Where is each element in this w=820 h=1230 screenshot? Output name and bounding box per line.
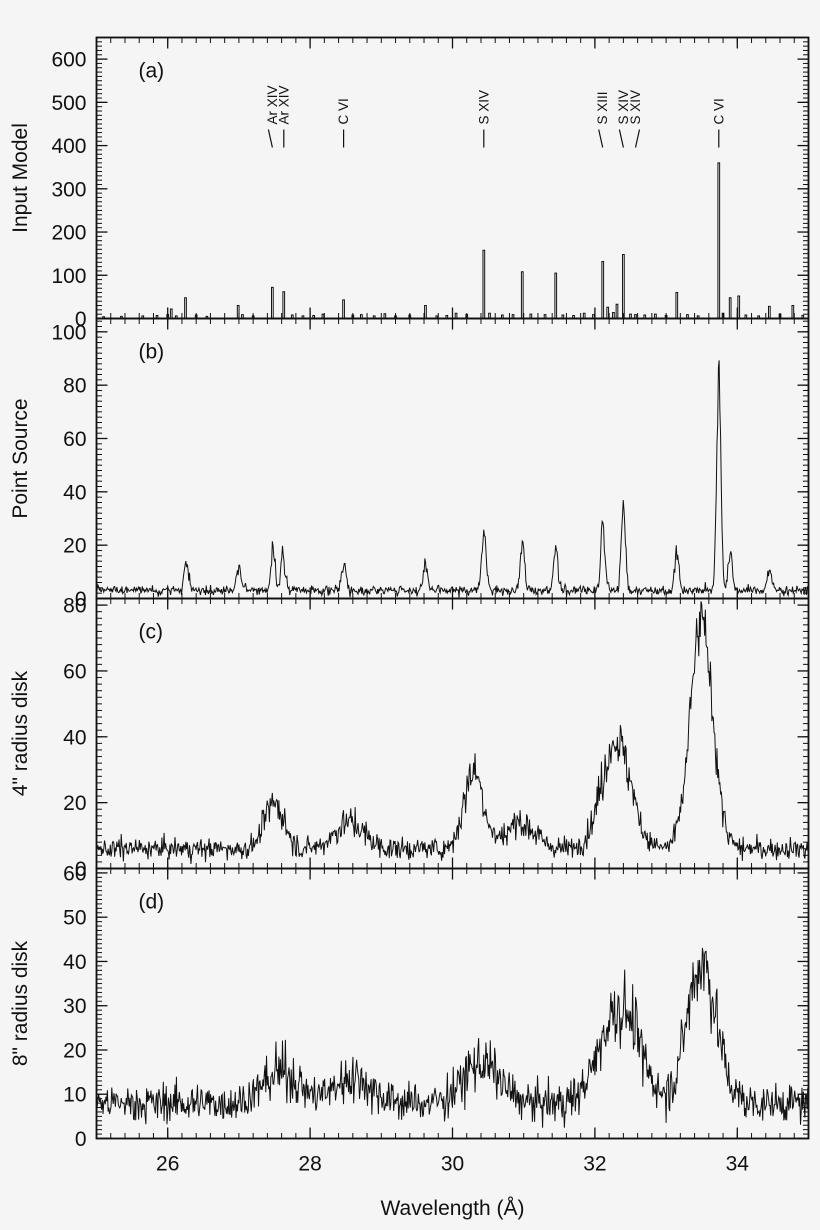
y-tick-label: 60 bbox=[63, 862, 86, 885]
spectrum-trace bbox=[96, 162, 809, 319]
x-tick-label: 28 bbox=[298, 1153, 321, 1176]
x-tick-label: 30 bbox=[441, 1153, 464, 1176]
panel-tag: (c) bbox=[139, 621, 164, 644]
y-tick-label: 20 bbox=[63, 535, 86, 558]
y-tick-label: 30 bbox=[63, 995, 86, 1018]
y-tick-label: 600 bbox=[51, 49, 86, 72]
y-tick-label: 0 bbox=[75, 858, 87, 881]
line-leader bbox=[618, 129, 624, 148]
panel-frame-overlay bbox=[95, 867, 810, 1140]
y-axis-label: 4" radius disk bbox=[9, 670, 32, 796]
panel-tag: (b) bbox=[139, 341, 165, 364]
y-axis-label: Point Source bbox=[9, 398, 32, 518]
spectrum-trace bbox=[96, 947, 809, 1128]
panel-d: 0 10 20 30 40 50 60 26 28 30 32 34 8" radius disk (d) bbox=[9, 862, 810, 1176]
y-tick-label: 40 bbox=[63, 481, 86, 504]
y-axis-label: 8" radius disk bbox=[9, 940, 32, 1066]
line-label: S XIII bbox=[595, 91, 610, 124]
y-tick-label: 40 bbox=[63, 951, 86, 974]
x-tick-label: 32 bbox=[583, 1153, 606, 1176]
y-tick-label: 0 bbox=[75, 1128, 87, 1151]
y-tick-label: 80 bbox=[63, 375, 86, 398]
y-tick-label: 50 bbox=[63, 907, 86, 930]
line-label: C VI bbox=[336, 98, 351, 124]
y-tick-label: 0 bbox=[75, 588, 87, 611]
spectrum-trace bbox=[96, 360, 809, 598]
panel-frame-overlay bbox=[95, 36, 810, 320]
y-tick-label: 60 bbox=[63, 428, 86, 451]
y-axis-label: Input Model bbox=[9, 123, 32, 233]
panel-frame bbox=[95, 317, 810, 600]
line-label: Ar XIV bbox=[276, 85, 291, 124]
line-label: Ar XIV bbox=[265, 85, 280, 124]
line-label: S XIV bbox=[628, 90, 643, 125]
y-tick-label: 300 bbox=[51, 178, 86, 201]
panel-tag: (d) bbox=[139, 891, 165, 914]
panel-c: 0 20 40 60 80 4" radius disk (c) bbox=[9, 595, 810, 881]
panel-a: 0 100 200 300 400 500 600 Input Model (a) bbox=[9, 36, 810, 331]
y-tick-label: 100 bbox=[51, 265, 86, 288]
line-leader bbox=[634, 129, 641, 148]
panel-frame-overlay bbox=[95, 317, 810, 600]
panel-b: 0 20 40 60 80 100 Point Source (b) bbox=[9, 317, 810, 611]
line-label: S XIV bbox=[476, 90, 491, 125]
spectrum-trace bbox=[96, 601, 809, 864]
y-tick-label: 500 bbox=[51, 92, 86, 115]
line-leader bbox=[267, 129, 273, 148]
y-tick-label: 60 bbox=[63, 660, 86, 683]
y-tick-label: 10 bbox=[63, 1084, 86, 1107]
x-tick-label: 26 bbox=[156, 1153, 179, 1176]
y-tick-label: 20 bbox=[63, 1039, 86, 1062]
x-tick-label: 34 bbox=[726, 1153, 750, 1176]
line-label: C VI bbox=[711, 98, 726, 124]
y-tick-label: 80 bbox=[63, 595, 86, 618]
line-leader bbox=[598, 129, 604, 148]
y-tick-label: 100 bbox=[51, 321, 86, 344]
y-tick-label: 20 bbox=[63, 792, 86, 815]
y-tick-label: 0 bbox=[75, 308, 87, 331]
panel-frame-overlay bbox=[95, 597, 810, 870]
line-label: S XIV bbox=[616, 90, 631, 125]
y-tick-label: 200 bbox=[51, 222, 86, 245]
panel-tag: (a) bbox=[139, 60, 165, 83]
y-tick-label: 40 bbox=[63, 726, 86, 749]
panel-frame bbox=[95, 597, 810, 870]
y-tick-label: 400 bbox=[51, 135, 86, 158]
panel-frame bbox=[95, 36, 810, 320]
x-axis-label: Wavelength (Å) bbox=[381, 1197, 525, 1220]
